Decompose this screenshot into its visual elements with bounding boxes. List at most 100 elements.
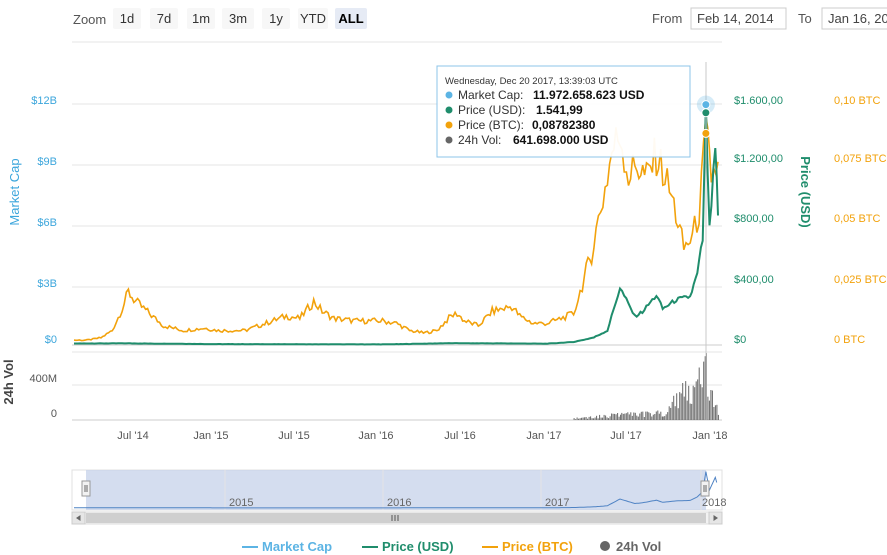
usd-tick: $1.200,00 bbox=[734, 153, 783, 165]
to-date-input[interactable]: Jan 16, 20 bbox=[821, 7, 887, 30]
volume-bar bbox=[636, 415, 638, 420]
volume-bar bbox=[633, 412, 635, 420]
zoom-button-label: 3m bbox=[229, 11, 247, 26]
volume-bar bbox=[646, 411, 648, 420]
volume-bar bbox=[710, 390, 712, 420]
volume-bar bbox=[605, 415, 607, 420]
volume-bar bbox=[680, 393, 682, 420]
tooltip-row: Market Cap: 11.972.658.623 USD bbox=[445, 88, 645, 102]
legend-item-price-btc[interactable]: Price (BTC) bbox=[482, 539, 573, 554]
volume-bar bbox=[643, 417, 645, 420]
tooltip-row-label: Market Cap: bbox=[458, 88, 523, 102]
zoom-button-ytd[interactable]: YTD bbox=[298, 8, 328, 29]
volume-bar bbox=[691, 403, 693, 420]
from-date-input[interactable]: Feb 14, 2014 bbox=[690, 7, 787, 30]
market-cap-tick: $12B bbox=[31, 95, 57, 107]
tooltip-row-value: 11.972.658.623 USD bbox=[533, 88, 645, 102]
navigator-selection[interactable] bbox=[86, 470, 706, 510]
legend-item-market-cap[interactable]: Market Cap bbox=[242, 539, 332, 554]
volume-bar bbox=[683, 396, 685, 420]
zoom-button-1y[interactable]: 1y bbox=[262, 8, 290, 29]
volume-bar bbox=[582, 417, 584, 420]
volume-bar bbox=[661, 416, 663, 420]
tooltip-date: Wednesday, Dec 20 2017, 13:39:03 UTC bbox=[445, 76, 618, 87]
volume-bar bbox=[639, 413, 641, 420]
volume-bar bbox=[658, 413, 660, 420]
zoom-button-label: 1d bbox=[120, 11, 134, 26]
zoom-button-label: 7d bbox=[157, 11, 171, 26]
btc-tick: 0,075 BTC bbox=[834, 153, 887, 165]
volume-bar bbox=[668, 406, 670, 420]
tooltip-row-label: Price (USD): bbox=[458, 103, 525, 117]
legend-label: Price (BTC) bbox=[502, 539, 573, 554]
x-tick: Jul '17 bbox=[610, 430, 641, 442]
volume-bar bbox=[588, 416, 590, 420]
market-cap-tick: $9B bbox=[37, 156, 57, 168]
from-date-value: Feb 14, 2014 bbox=[697, 11, 774, 26]
volume-bar bbox=[713, 407, 715, 420]
tooltip-row: Price (BTC): 0,08782380 bbox=[445, 118, 596, 132]
x-tick: Jul '15 bbox=[278, 430, 309, 442]
volume-bar bbox=[593, 418, 595, 420]
zoom-button-3m[interactable]: 3m bbox=[222, 8, 254, 29]
legend: Market Cap Price (USD) Price (BTC) 24h Vol bbox=[242, 539, 661, 554]
volume-bar bbox=[625, 413, 627, 420]
btc-tick: 0,10 BTC bbox=[834, 95, 881, 107]
volume-bar bbox=[576, 417, 578, 420]
volume-bar bbox=[677, 408, 679, 420]
volume-bar bbox=[631, 415, 633, 420]
scrollbar[interactable] bbox=[71, 511, 723, 525]
volume-bar bbox=[686, 400, 688, 420]
zoom-button-label: 1y bbox=[269, 11, 283, 26]
legend-label: Price (USD) bbox=[382, 539, 454, 554]
zoom-button-1m[interactable]: 1m bbox=[187, 8, 215, 29]
legend-item-24h-vol[interactable]: 24h Vol bbox=[600, 539, 661, 554]
zoom-button-all[interactable]: ALL bbox=[335, 8, 367, 29]
volume-bar bbox=[609, 416, 611, 420]
volume-bar bbox=[660, 411, 662, 420]
volume-bar bbox=[694, 387, 696, 420]
volume-bar bbox=[634, 412, 636, 420]
volume-bar bbox=[591, 418, 593, 420]
zoom-button-7d[interactable]: 7d bbox=[150, 8, 178, 29]
volume-bar bbox=[717, 414, 719, 420]
x-tick: Jan '18 bbox=[692, 430, 727, 442]
navigator-right-handle[interactable] bbox=[700, 480, 710, 497]
volume-bar bbox=[655, 411, 657, 420]
market-cap-tick: $0 bbox=[45, 334, 57, 346]
volume-bar bbox=[685, 381, 687, 420]
tooltip-row: Price (USD): 1.541,99 bbox=[445, 103, 583, 117]
volume-bar bbox=[645, 411, 647, 420]
volume-bar bbox=[594, 417, 596, 420]
to-label: To bbox=[798, 11, 812, 26]
volume-bar bbox=[587, 418, 589, 420]
volume-bar bbox=[573, 418, 575, 420]
volume-bar bbox=[670, 407, 672, 420]
zoom-buttons: 1d 7d 1m 3m 1y YTD ALL bbox=[113, 8, 367, 29]
volume-bar bbox=[679, 392, 681, 420]
scrollbar-thumb[interactable] bbox=[86, 513, 706, 523]
volume-bar bbox=[651, 416, 653, 420]
volume-bar bbox=[688, 385, 690, 420]
volume-bar bbox=[630, 412, 632, 420]
zoom-button-1d[interactable]: 1d bbox=[113, 8, 141, 29]
volume-bar bbox=[612, 413, 614, 420]
price-btc-line bbox=[73, 117, 719, 342]
usd-tick: $800,00 bbox=[734, 213, 774, 225]
legend-label: Market Cap bbox=[262, 539, 332, 554]
series-dot-icon bbox=[445, 136, 453, 144]
legend-label: 24h Vol bbox=[616, 539, 661, 554]
volume-bar bbox=[600, 417, 602, 420]
volume-bar bbox=[695, 381, 697, 420]
legend-item-price-usd[interactable]: Price (USD) bbox=[362, 539, 454, 554]
navigator-left-handle[interactable] bbox=[81, 480, 91, 497]
volume-bar bbox=[652, 414, 654, 420]
volume-bar bbox=[667, 412, 669, 420]
volume-bar bbox=[642, 411, 644, 420]
volume-bar bbox=[657, 410, 659, 420]
usd-tick: $400,00 bbox=[734, 274, 774, 286]
btc-tick: 0,025 BTC bbox=[834, 274, 887, 286]
volume-bar bbox=[707, 396, 709, 420]
volume-bar bbox=[621, 412, 623, 420]
